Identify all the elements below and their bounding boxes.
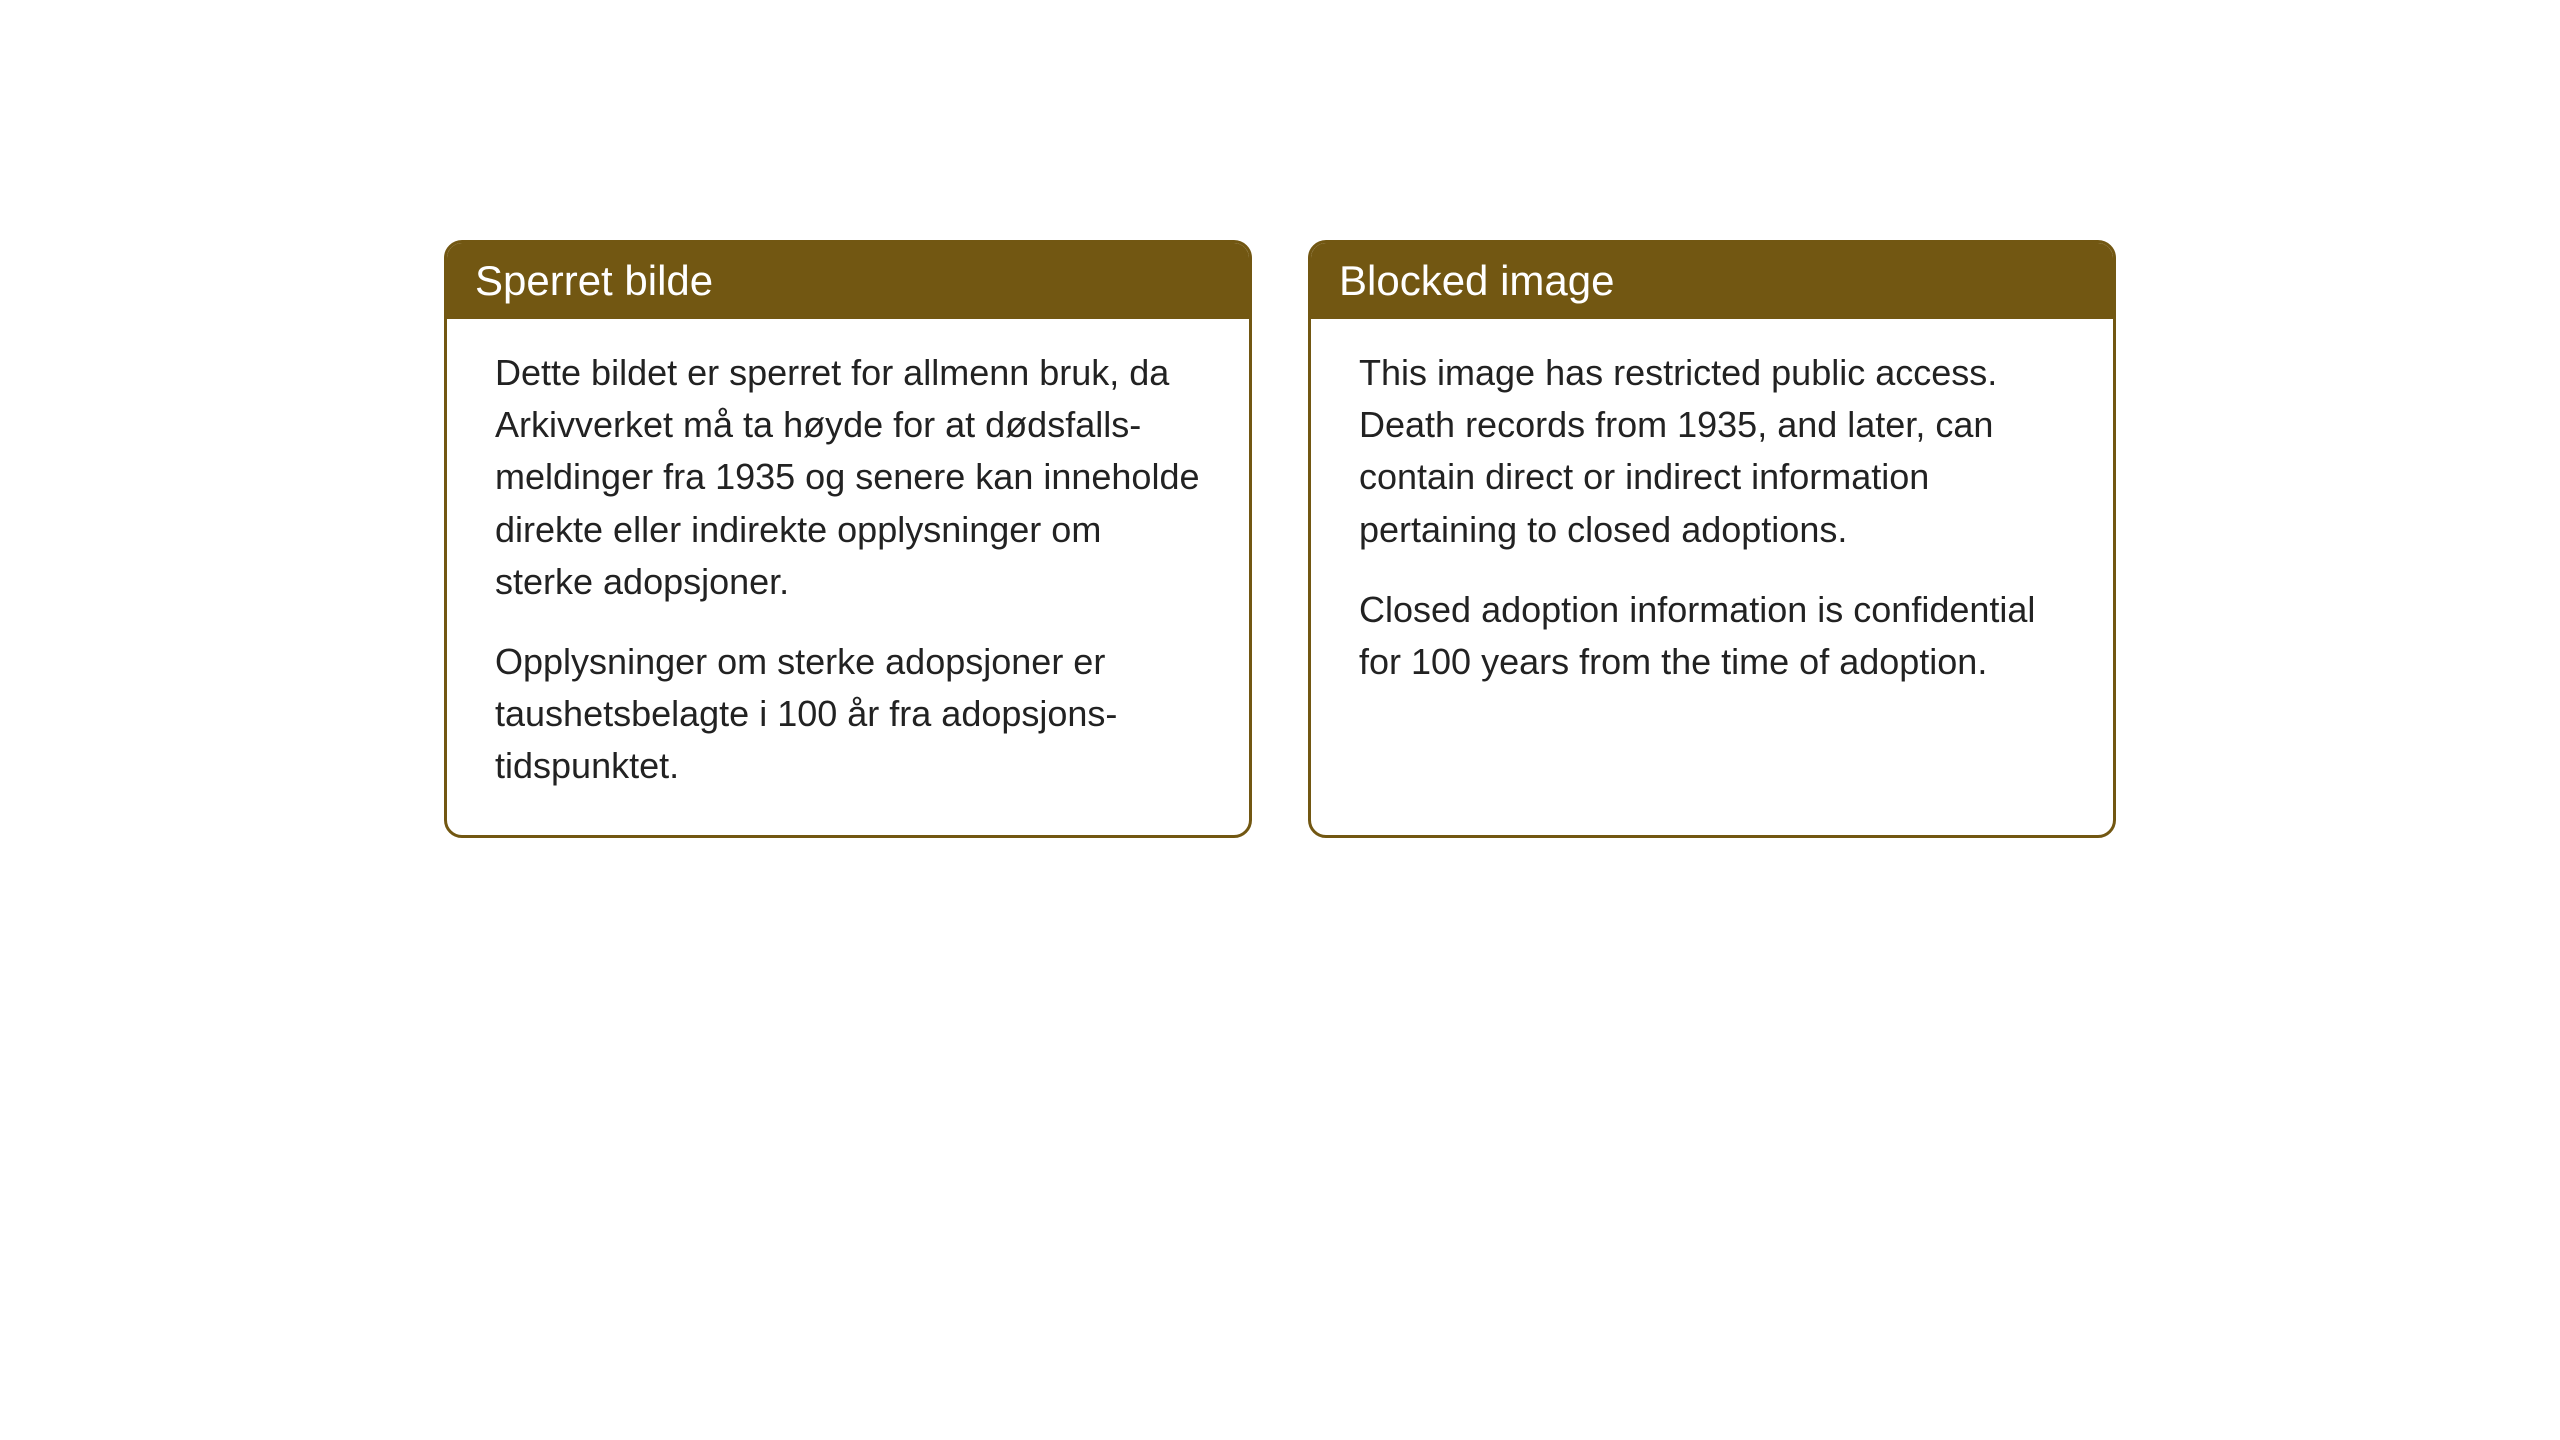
english-card-body: This image has restricted public access.…	[1311, 319, 2113, 730]
card-container: Sperret bilde Dette bildet er sperret fo…	[444, 240, 2116, 838]
english-paragraph-2: Closed adoption information is confident…	[1359, 584, 2065, 688]
english-card-header: Blocked image	[1311, 243, 2113, 319]
norwegian-card-title: Sperret bilde	[475, 257, 713, 304]
english-paragraph-1: This image has restricted public access.…	[1359, 347, 2065, 556]
norwegian-card: Sperret bilde Dette bildet er sperret fo…	[444, 240, 1252, 838]
norwegian-paragraph-1: Dette bildet er sperret for allmenn bruk…	[495, 347, 1201, 608]
norwegian-paragraph-2: Opplysninger om sterke adopsjoner er tau…	[495, 636, 1201, 793]
norwegian-card-header: Sperret bilde	[447, 243, 1249, 319]
norwegian-card-body: Dette bildet er sperret for allmenn bruk…	[447, 319, 1249, 835]
english-card: Blocked image This image has restricted …	[1308, 240, 2116, 838]
english-card-title: Blocked image	[1339, 257, 1614, 304]
